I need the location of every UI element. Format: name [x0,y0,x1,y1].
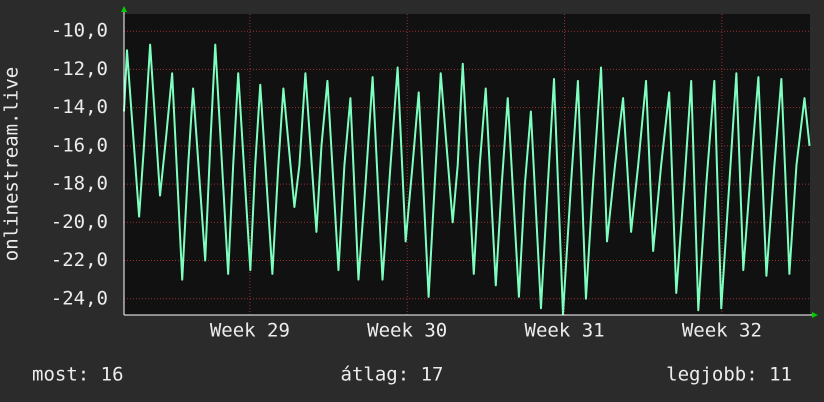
data-line [123,43,811,316]
x-tick-label: Week 32 [682,320,762,342]
y-tick-label: -12,0 [51,58,108,80]
x-axis-arrow [812,312,818,318]
y-tick-label: -14,0 [51,96,108,118]
y-tick-label: -24,0 [51,287,108,309]
x-tick-label: Week 31 [525,320,605,342]
y-tick-label: -18,0 [51,173,108,195]
stat-max: legjobb: 11 [666,364,792,386]
y-axis-arrow [121,6,127,12]
x-tick-label: Week 29 [210,320,290,342]
plot-area [124,14,810,315]
stat-current: most: 16 [32,364,124,386]
y-tick-label: -16,0 [51,134,108,156]
y-tick-label: -22,0 [51,249,108,271]
lines [123,43,811,316]
y-tick-label: -20,0 [51,211,108,233]
y-axis-label: onlinestream.live [1,67,23,261]
stat-average: átlag: 17 [341,364,444,386]
x-tick-label: Week 30 [367,320,447,342]
y-tick-label: -10,0 [51,20,108,42]
